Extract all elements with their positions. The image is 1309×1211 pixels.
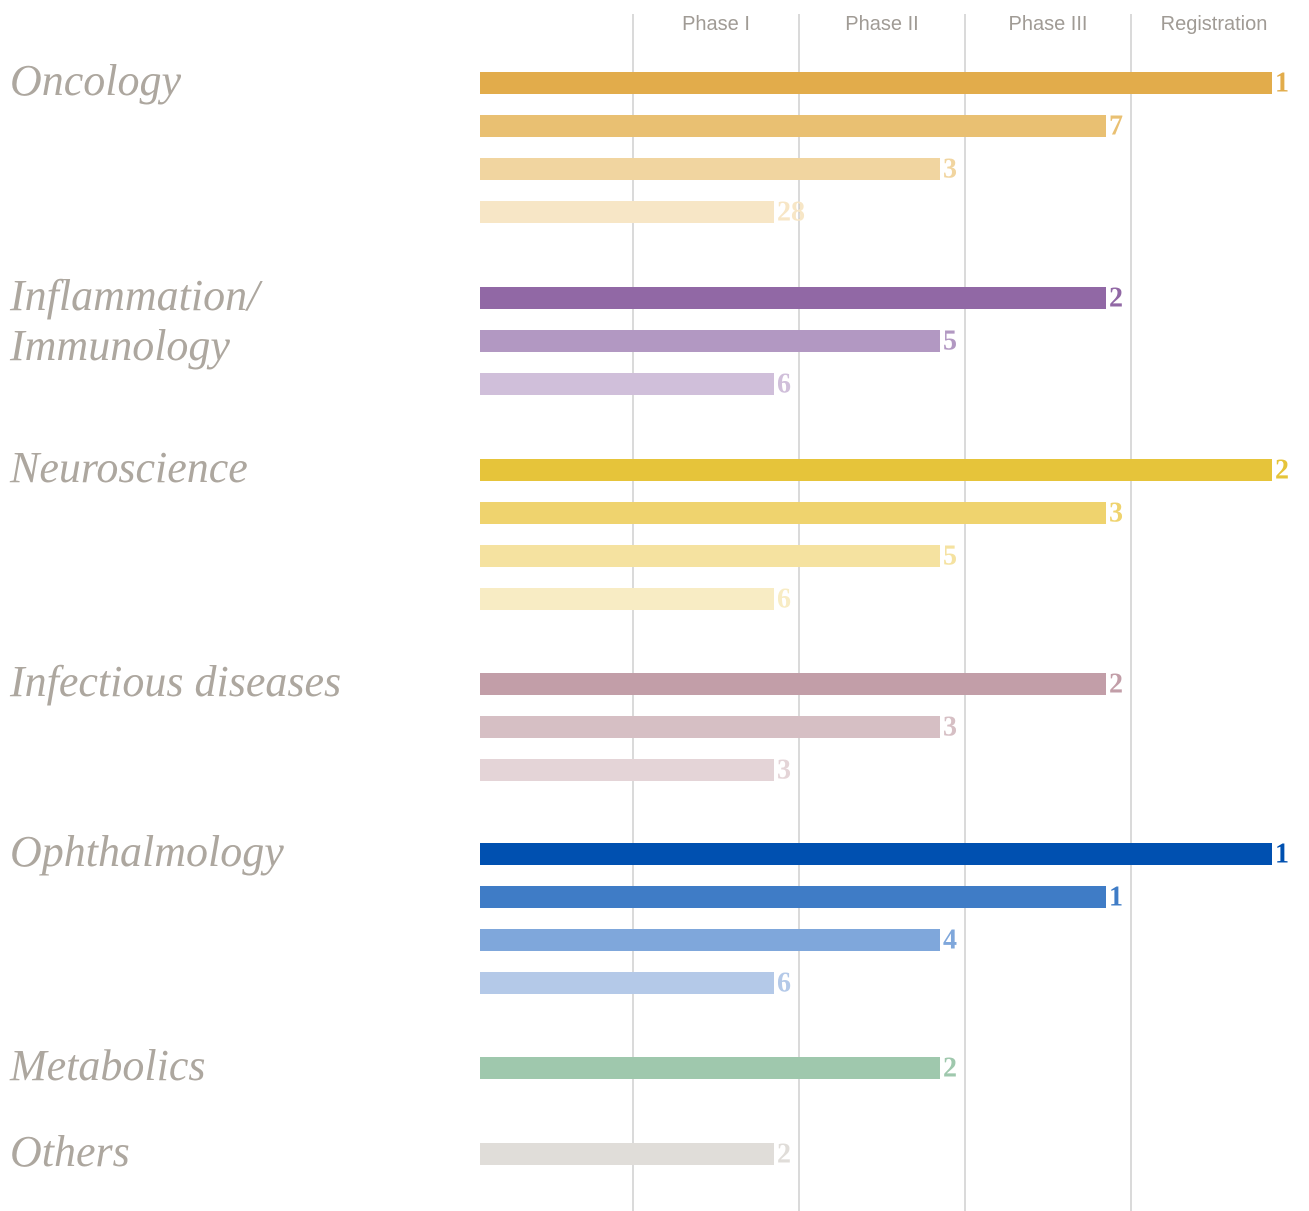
count-label: 5 [943,540,957,571]
count-label: 6 [777,583,791,614]
count-label: 1 [1275,67,1289,98]
count-label: 6 [777,967,791,998]
count-label: 3 [777,754,791,785]
area-name: Immunology [9,321,230,370]
bar [480,843,1272,865]
phase-label: Phase III [1009,13,1088,35]
count-label: 3 [943,711,957,742]
bar [480,459,1272,481]
area-name: Inflammation/ [9,271,263,320]
count-label: 6 [777,368,791,399]
bar [480,115,1106,137]
bar [480,716,940,738]
count-label: 5 [943,325,957,356]
area-name: Others [10,1127,130,1176]
bar [480,759,774,781]
phase-label: Phase II [845,13,918,35]
count-label: 2 [1275,454,1289,485]
count-label: 2 [943,1052,957,1083]
bar [480,373,774,395]
phase-label: Phase I [682,13,750,35]
count-label: 2 [1109,282,1123,313]
bar [480,929,940,951]
area-name: Oncology [10,56,182,105]
bar [480,545,940,567]
count-label: 7 [1109,110,1123,141]
bar [480,972,774,994]
bar [480,886,1106,908]
bar [480,588,774,610]
area-name: Neuroscience [9,443,248,492]
area-name: Infectious diseases [9,657,341,706]
count-label: 28 [777,196,805,227]
count-label: 1 [1275,838,1289,869]
bar [480,158,940,180]
bar [480,673,1106,695]
bar [480,201,774,223]
bar [480,1057,940,1079]
bar [480,1143,774,1165]
bar [480,72,1272,94]
count-label: 4 [943,924,957,955]
count-label: 2 [777,1138,791,1169]
bar [480,287,1106,309]
bar [480,502,1106,524]
count-label: 3 [943,153,957,184]
count-label: 3 [1109,497,1123,528]
area-name: Metabolics [9,1041,206,1090]
area-name: Ophthalmology [10,827,284,876]
count-label: 2 [1109,668,1123,699]
bar [480,330,940,352]
count-label: 1 [1109,881,1123,912]
phase-label: Registration [1161,13,1268,35]
